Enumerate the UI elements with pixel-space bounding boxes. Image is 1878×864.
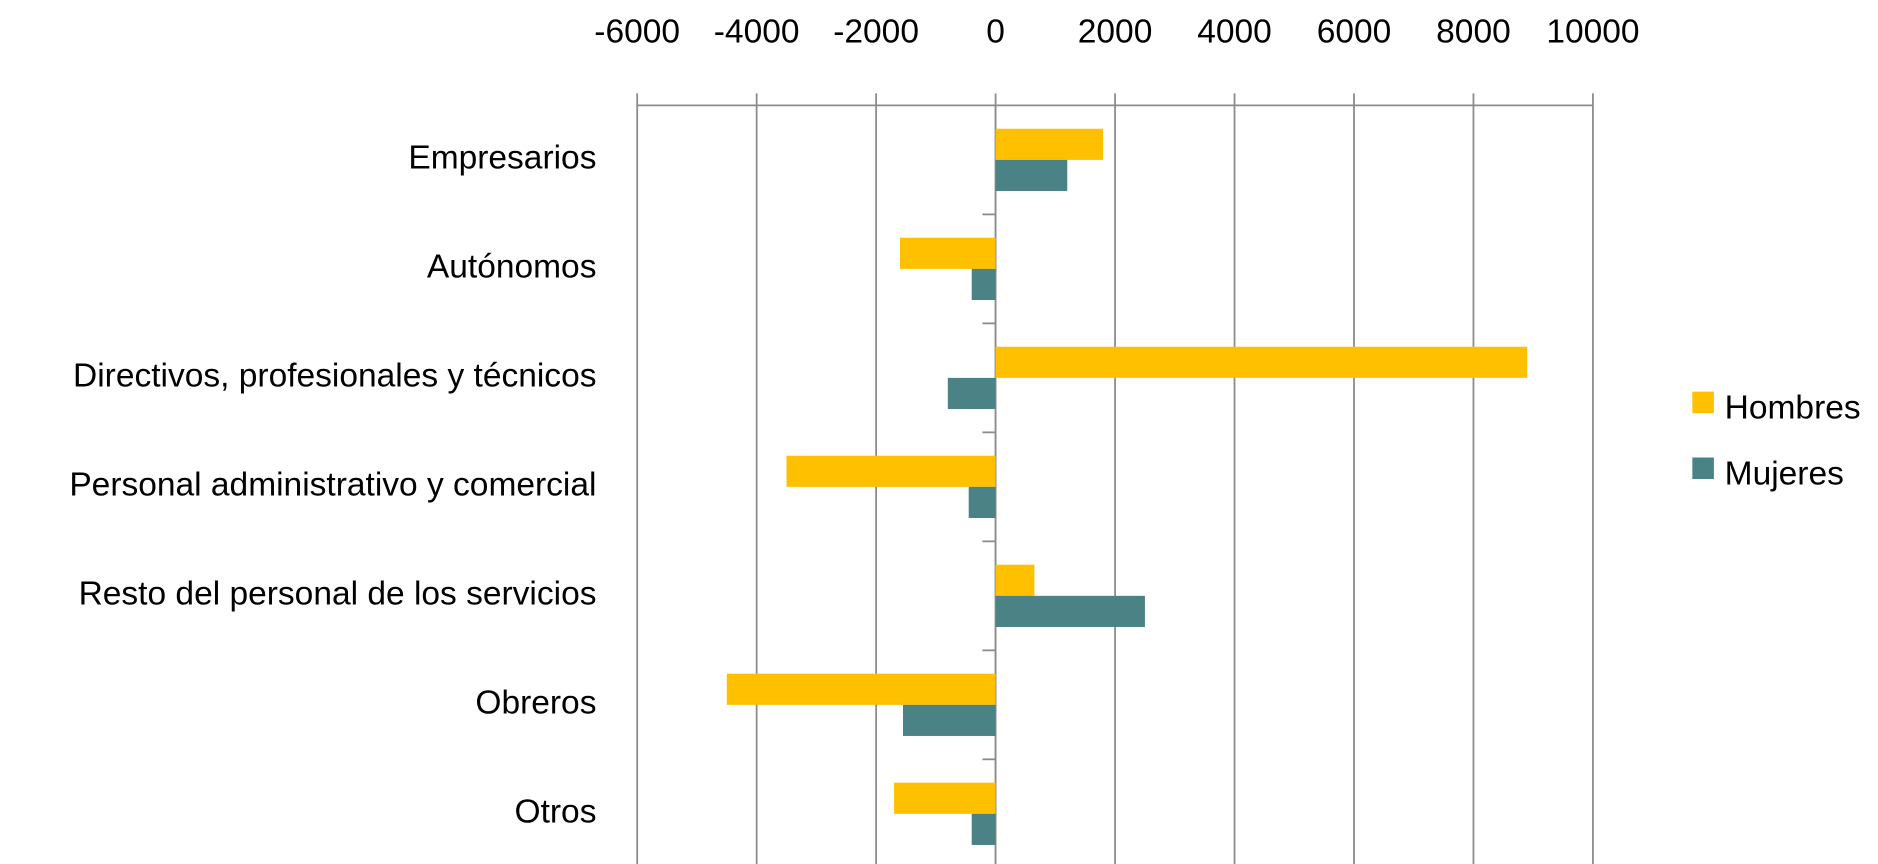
y-tick-label: Resto del personal de los servicios [79,576,597,613]
bar [995,346,1528,378]
y-tick-label: Obreros [475,685,596,722]
bar [786,455,996,487]
x-tick-label: 4000 [1197,13,1272,50]
y-tick-label: Empresarios [408,140,596,177]
bar [894,782,996,814]
y-tick-label: Personal administrativo y comercial [69,467,596,504]
x-tick-label: 0 [986,13,1005,50]
bar [971,813,996,845]
bar [995,595,1145,627]
legend-swatch [1692,391,1714,414]
x-tick-label: -2000 [833,13,919,50]
bar [903,704,996,736]
legend-label: Mujeres [1725,455,1844,492]
y-tick-label: Directivos, profesionales y técnicos [73,358,596,395]
bar [995,159,1068,192]
bar [947,377,996,410]
y-tick-label: Otros [515,794,597,831]
x-tick-label: 6000 [1317,13,1392,50]
x-tick-label: 10000 [1546,13,1639,50]
bar [968,486,996,518]
x-tick-label: 2000 [1078,13,1153,50]
x-tick-label: -4000 [714,13,800,50]
y-tick-label: Autónomos [427,249,597,286]
bar [900,237,996,269]
x-tick-label: -6000 [594,13,680,50]
legend-swatch [1692,457,1714,480]
bar [971,268,996,301]
legend-label: Hombres [1725,389,1861,426]
x-tick-label: 8000 [1436,13,1511,50]
bar [726,673,996,705]
bar [995,564,1035,596]
bar [995,128,1104,160]
